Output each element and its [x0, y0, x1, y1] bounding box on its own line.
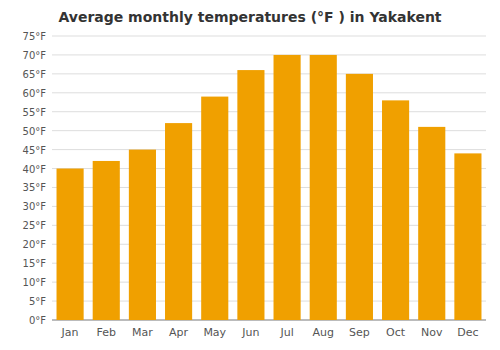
bar [418, 127, 445, 320]
grid-line [52, 54, 486, 55]
bar [310, 55, 337, 320]
x-tick-label: Jan [61, 326, 79, 339]
y-tick-label: 35°F [23, 182, 47, 193]
y-tick-label: 25°F [23, 220, 47, 231]
y-tick-label: 40°F [23, 164, 47, 175]
x-tick-label: Jul [279, 326, 293, 339]
y-tick-label: 30°F [23, 201, 47, 212]
grid-line [52, 36, 486, 37]
y-tick-label: 45°F [23, 145, 47, 156]
y-tick-label: 10°F [23, 277, 47, 288]
y-tick-label: 75°F [23, 31, 47, 42]
bar [129, 150, 156, 320]
y-tick-label: 0°F [29, 315, 46, 326]
y-axis: 0°F 5°F 10°F 15°F 20°F 25°F 30°F 35°F 40°F 45°F 50… [23, 31, 486, 326]
grid-line [52, 73, 486, 74]
x-tick-label: Feb [97, 326, 116, 339]
bar [274, 55, 301, 320]
y-tick-label: 65°F [23, 69, 47, 80]
grid-line [52, 92, 486, 93]
bars [57, 55, 482, 320]
y-tick-label: 5°F [29, 296, 46, 307]
bar [57, 169, 84, 320]
x-axis: Jan Feb Mar Apr May Jun Jul Aug Sep Oct Nov Dec [61, 326, 479, 339]
x-tick-label: Aug [313, 326, 334, 339]
bar [454, 153, 481, 320]
x-tick-label: May [203, 326, 226, 339]
x-tick-label: Oct [386, 326, 406, 339]
bar [346, 74, 373, 320]
x-tick-label: Sep [349, 326, 370, 339]
bar [382, 100, 409, 320]
y-tick-label: 60°F [23, 88, 47, 99]
grid-line [52, 111, 486, 112]
chart: Average monthly temperatures (°F ) in Ya… [0, 0, 500, 350]
x-tick-label: Mar [132, 326, 153, 339]
y-tick-label: 20°F [23, 239, 47, 250]
title: Average monthly temperatures (°F ) in Ya… [58, 9, 441, 25]
y-tick-label: 55°F [23, 107, 47, 118]
y-tick-label: 50°F [23, 126, 47, 137]
y-tick-label: 70°F [23, 50, 47, 61]
y-tick-label: 15°F [23, 258, 47, 269]
bar [93, 161, 120, 320]
bar [201, 97, 228, 320]
x-tick-label: Jun [241, 326, 259, 339]
x-tick-label: Apr [169, 326, 189, 339]
x-tick-label: Nov [421, 326, 443, 339]
x-tick-label: Dec [457, 326, 478, 339]
bar [237, 70, 264, 320]
bar [165, 123, 192, 320]
